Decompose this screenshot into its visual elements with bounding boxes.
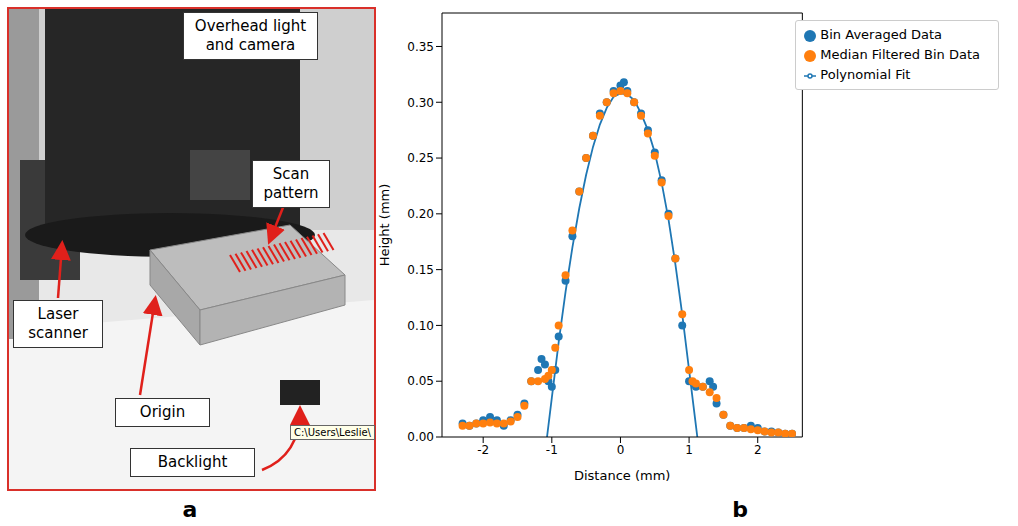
svg-text:Height (mm): Height (mm) (377, 184, 392, 267)
svg-text:-2: -2 (477, 443, 489, 457)
svg-text:Distance (mm): Distance (mm) (574, 468, 670, 483)
html-text:Backlight: Backlight (157, 453, 228, 471)
html-text:Overhead light and camera: Overhead light and camera (194, 17, 307, 54)
svg-text:2: 2 (754, 443, 762, 457)
svg-text:0.35: 0.35 (407, 40, 434, 54)
html-text:Scan pattern: Scan pattern (263, 165, 319, 202)
html-text:b: b (732, 497, 748, 522)
svg-text:0.05: 0.05 (407, 374, 434, 388)
svg-text:0.10: 0.10 (407, 319, 434, 333)
svg-text:0.00: 0.00 (407, 430, 434, 444)
html-text:a: a (182, 497, 198, 522)
svg-text:0: 0 (617, 443, 625, 457)
html-text:Origin: Origin (139, 403, 186, 421)
html-text:Bin Averaged Data: Bin Averaged Data (820, 27, 943, 42)
svg-text:1: 1 (685, 443, 693, 457)
svg-text:0.15: 0.15 (407, 263, 434, 277)
svg-text:0.20: 0.20 (407, 207, 434, 221)
html-text:Laser scanner: Laser scanner (28, 305, 88, 342)
svg-text:0.30: 0.30 (407, 96, 434, 110)
svg-text:-1: -1 (546, 443, 558, 457)
html-text:Median Filtered Bin Data: Median Filtered Bin Data (820, 47, 980, 62)
html-text:Polynomial Fit: Polynomial Fit (820, 67, 911, 82)
svg-text:0.25: 0.25 (407, 151, 434, 165)
html-text:C:\Users\Leslie\: C:\Users\Leslie\ (294, 427, 371, 438)
